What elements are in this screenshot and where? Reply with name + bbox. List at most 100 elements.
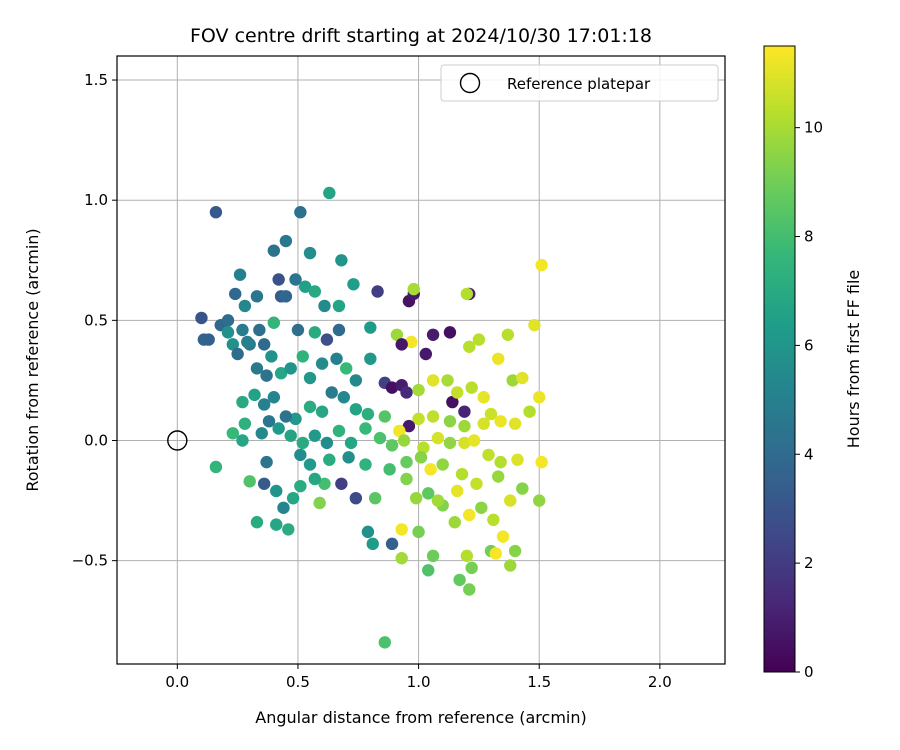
colorbar-tick-label: 10 [804, 119, 823, 137]
data-point [400, 472, 413, 486]
data-point [221, 326, 235, 339]
data-point [463, 508, 476, 522]
data-point [315, 357, 329, 370]
data-point [332, 424, 346, 438]
data-point [443, 415, 457, 428]
data-point [272, 422, 285, 435]
data-point [361, 407, 375, 421]
data-point [482, 448, 495, 462]
data-point [315, 405, 329, 418]
data-point [508, 417, 522, 430]
data-point [361, 525, 375, 539]
data-point [308, 429, 322, 442]
data-point [279, 234, 293, 248]
data-point [303, 246, 317, 260]
data-point [313, 496, 326, 510]
data-point [298, 280, 312, 293]
data-point [378, 410, 392, 423]
data-point [506, 374, 519, 387]
data-point [463, 340, 476, 353]
data-point [320, 333, 334, 346]
data-point [458, 419, 471, 433]
data-point [253, 323, 266, 337]
data-point [260, 455, 273, 469]
data-point [347, 278, 360, 291]
x-tick-label: 1.5 [527, 673, 551, 691]
data-point [414, 451, 428, 464]
data-point [335, 254, 348, 267]
data-point [422, 564, 435, 577]
reference-marker-group [167, 430, 188, 451]
data-point [250, 362, 264, 375]
data-point [250, 516, 264, 529]
data-point [400, 386, 413, 399]
colorbar-gradient [764, 46, 795, 672]
data-point [359, 458, 372, 471]
data-point [238, 417, 252, 430]
data-point [487, 513, 500, 527]
data-point [257, 477, 271, 490]
data-point [267, 316, 281, 329]
colorbar-tick-label: 2 [804, 554, 814, 572]
data-point [349, 374, 363, 387]
data-point [448, 516, 461, 529]
data-point [516, 482, 529, 495]
data-point [323, 453, 336, 466]
data-point [303, 371, 317, 385]
data-point [475, 501, 488, 514]
colorbar-tick-label: 8 [804, 228, 814, 246]
data-point [342, 451, 355, 464]
data-point [262, 415, 276, 428]
x-tick-label: 0.0 [165, 673, 189, 691]
colorbar: 0 2 4 6 8 10 Hours from first FF file [763, 45, 863, 681]
legend: Reference platepar [440, 64, 719, 102]
data-point [202, 333, 215, 346]
data-point [443, 436, 457, 450]
data-point [231, 347, 244, 361]
data-point [260, 369, 273, 382]
data-point [279, 410, 293, 423]
plot-frame [116, 55, 726, 665]
data-point [368, 491, 382, 505]
data-point [484, 407, 498, 421]
data-point [308, 285, 322, 298]
data-point [405, 335, 418, 349]
data-point [332, 323, 346, 337]
data-point [279, 290, 293, 303]
data-point [344, 436, 358, 450]
data-point [431, 431, 445, 445]
data-point [426, 549, 440, 563]
data-point [496, 530, 510, 543]
data-point [419, 347, 433, 361]
data-point [494, 415, 507, 428]
data-point [308, 472, 322, 486]
grid-lines [117, 56, 725, 664]
data-point [236, 434, 249, 447]
y-tick-label: 1.5 [84, 71, 108, 89]
data-point [535, 258, 548, 272]
data-point [535, 455, 548, 469]
data-point [364, 321, 377, 334]
chart-title: FOV centre drift starting at 2024/10/30 … [190, 25, 652, 47]
data-point [455, 467, 469, 481]
data-point [265, 350, 278, 363]
x-axis-ticks: 0.0 0.5 1.0 1.5 2.0 [165, 664, 672, 691]
data-point [472, 333, 486, 346]
data-point [296, 350, 309, 363]
data-point [470, 477, 483, 490]
data-point [395, 552, 408, 565]
data-point [523, 405, 536, 418]
data-point [267, 391, 281, 404]
data-point [508, 544, 522, 558]
data-point [270, 518, 283, 531]
data-point [450, 386, 464, 399]
data-point [443, 326, 457, 339]
data-point [286, 491, 300, 505]
y-axis-ticks: −0.5 0.0 0.5 1.0 1.5 [72, 71, 117, 570]
data-point [318, 477, 331, 490]
data-point [492, 352, 505, 365]
data-point [221, 314, 235, 327]
data-point [489, 547, 502, 560]
data-point [294, 448, 307, 462]
